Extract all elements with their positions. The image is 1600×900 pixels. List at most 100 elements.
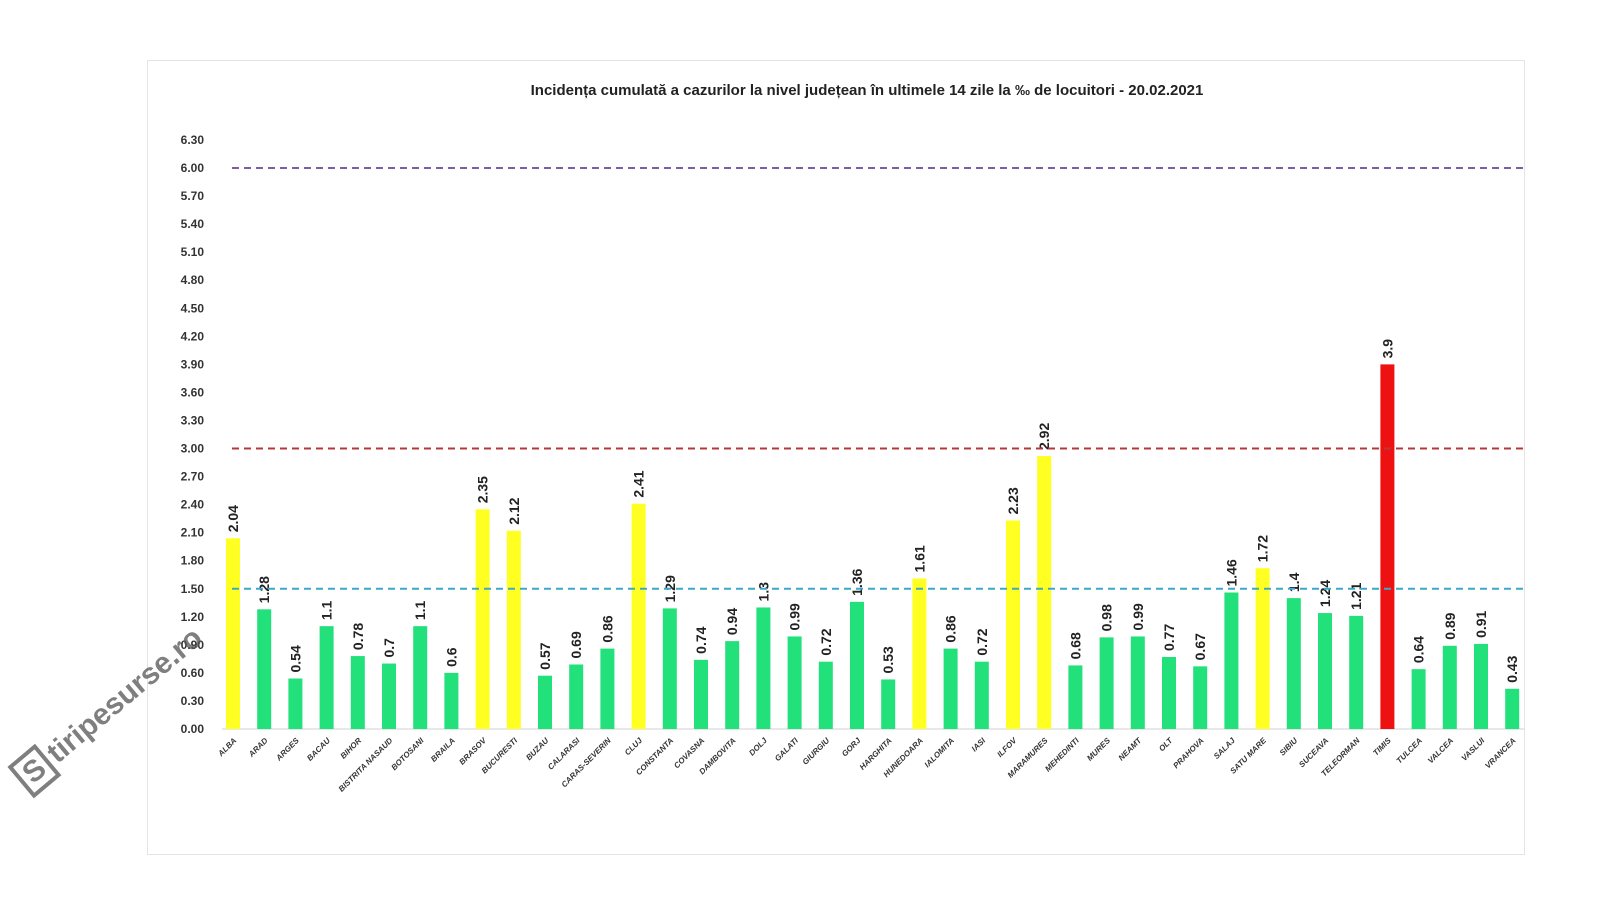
bar-buzau xyxy=(538,675,552,729)
bar-harghita xyxy=(881,679,896,729)
x-tick-label: TIMIS xyxy=(1371,736,1393,758)
data-label: 1.1 xyxy=(319,600,335,620)
bar-tulcea xyxy=(1411,669,1426,729)
data-label: 3.9 xyxy=(1379,339,1395,359)
data-label: 1.61 xyxy=(911,545,927,572)
x-tick-label: BIHOR xyxy=(339,736,364,761)
bar-covasna xyxy=(694,659,708,729)
data-label: 1.28 xyxy=(256,576,272,603)
data-label: 0.68 xyxy=(1067,632,1083,659)
bar-dolj xyxy=(756,607,771,729)
x-tick-label: TULCEA xyxy=(1395,736,1424,765)
y-tick-label: 3.90 xyxy=(181,357,205,371)
chart-title: Incidența cumulată a cazurilor la nivel … xyxy=(530,82,1204,99)
data-label: 0.64 xyxy=(1411,636,1427,663)
data-label: 2.12 xyxy=(506,497,522,524)
x-tick-label: BISTRITA NASAUD xyxy=(337,736,395,794)
x-tick-label: VRANCEA xyxy=(1483,736,1517,770)
x-tick-label: NEAMT xyxy=(1117,735,1144,762)
bar-ialomita xyxy=(943,648,958,729)
bar-mures xyxy=(1099,637,1114,729)
bar-bistrita-nasaud xyxy=(382,663,396,729)
data-label: 0.54 xyxy=(287,645,303,672)
data-label: 1.1 xyxy=(412,600,428,620)
data-label: 0.86 xyxy=(943,615,959,642)
bar-maramures xyxy=(1037,456,1052,729)
x-tick-label: BRASOV xyxy=(457,736,488,767)
y-tick-label: 0.30 xyxy=(181,694,205,708)
bar-suceava xyxy=(1318,613,1332,729)
data-label: 1.46 xyxy=(1223,559,1239,586)
bar-hunedoara xyxy=(912,578,927,729)
data-label: 2.04 xyxy=(225,505,241,532)
data-label: 2.41 xyxy=(631,470,647,497)
bar-bihor xyxy=(350,656,365,729)
data-label: 0.57 xyxy=(537,642,553,669)
x-tick-label: ARGES xyxy=(274,736,302,764)
bar-alba xyxy=(226,538,240,729)
bar-gorj xyxy=(850,601,864,729)
x-tick-label: MURES xyxy=(1085,736,1112,763)
bar-brasov xyxy=(475,509,490,729)
bar-prahova xyxy=(1193,666,1208,729)
bar-ilfov xyxy=(1006,520,1020,729)
data-label: 0.89 xyxy=(1442,612,1458,639)
data-label: 0.43 xyxy=(1504,655,1520,682)
bar-arges xyxy=(288,678,303,729)
data-label: 0.53 xyxy=(880,646,896,673)
y-tick-label: 3.00 xyxy=(181,442,205,456)
data-label: 1.36 xyxy=(849,568,865,595)
y-tick-label: 2.70 xyxy=(181,470,205,484)
x-tick-label: BACAU xyxy=(305,736,332,763)
bar-arad xyxy=(257,609,272,729)
y-tick-label: 3.60 xyxy=(181,385,205,399)
x-tick-label: ALBA xyxy=(216,736,239,759)
data-label: 0.98 xyxy=(1099,604,1115,631)
bar-botosani xyxy=(413,626,428,729)
data-label: 0.72 xyxy=(974,628,990,655)
data-label: 0.94 xyxy=(724,608,740,635)
bar-constanta xyxy=(662,608,677,729)
y-tick-label: 5.10 xyxy=(181,245,205,259)
y-tick-label: 1.20 xyxy=(181,610,205,624)
data-label: 0.67 xyxy=(1192,633,1208,660)
y-tick-label: 1.50 xyxy=(181,582,205,596)
x-tick-label: GIURGIU xyxy=(801,736,832,767)
bar-mehedinti xyxy=(1068,665,1083,729)
y-tick-label: 5.40 xyxy=(181,217,205,231)
bar-vaslui xyxy=(1474,643,1488,729)
x-tick-label: VALCEA xyxy=(1426,736,1455,765)
bar-giurgiu xyxy=(818,661,833,729)
y-tick-label: 2.40 xyxy=(181,498,205,512)
x-tick-label: SIBIU xyxy=(1278,736,1300,758)
data-label: 0.7 xyxy=(381,638,397,658)
bar-bacau xyxy=(319,626,334,729)
y-tick-label: 0.60 xyxy=(181,666,205,680)
y-tick-label: 5.70 xyxy=(181,189,205,203)
data-label: 1.21 xyxy=(1348,582,1364,609)
bar-cluj xyxy=(631,503,646,729)
y-tick-label: 6.00 xyxy=(181,161,205,175)
data-label: 0.6 xyxy=(443,647,459,667)
x-tick-label: IASI xyxy=(970,736,988,754)
bar-bucuresti xyxy=(506,530,521,729)
x-tick-label: VASLUI xyxy=(1460,736,1487,763)
bar-caras-severin xyxy=(600,648,615,729)
data-label: 1.24 xyxy=(1317,580,1333,607)
x-tick-label: IALOMITA xyxy=(923,736,956,769)
data-label: 0.91 xyxy=(1473,610,1489,637)
data-label: 0.77 xyxy=(1161,624,1177,651)
x-tick-label: BUZAU xyxy=(524,736,550,762)
x-tick-label: SALAJ xyxy=(1212,736,1237,761)
y-tick-label: 6.30 xyxy=(181,133,205,147)
bar-valcea xyxy=(1442,645,1457,729)
data-label: 1.3 xyxy=(755,582,771,602)
y-tick-label: 1.80 xyxy=(181,554,205,568)
y-tick-label: 3.30 xyxy=(181,413,205,427)
bar-salaj xyxy=(1224,592,1239,729)
data-label: 1.4 xyxy=(1286,572,1302,592)
bar-sibiu xyxy=(1286,598,1301,729)
y-tick-label: 0.00 xyxy=(181,722,205,736)
x-tick-label: CLUJ xyxy=(623,736,645,758)
y-tick-label: 4.80 xyxy=(181,273,205,287)
